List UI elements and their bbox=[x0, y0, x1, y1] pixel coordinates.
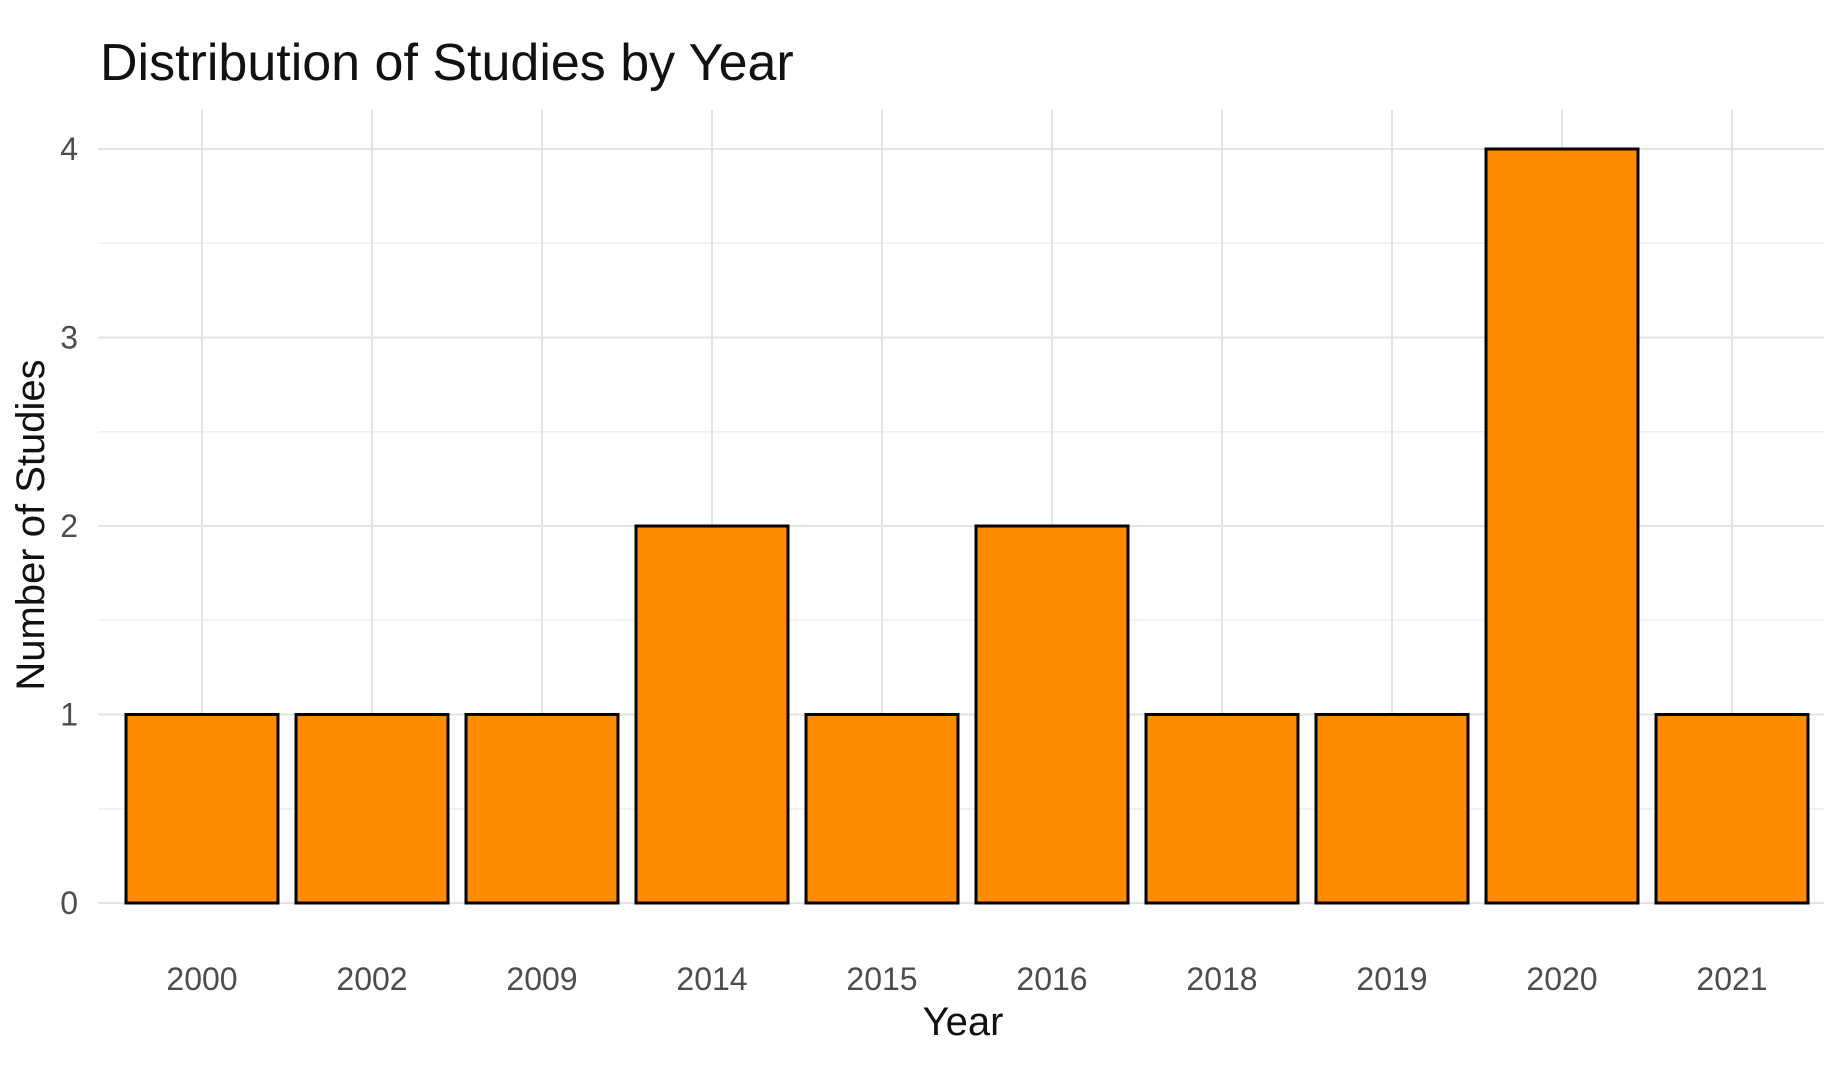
bar-2021 bbox=[1654, 713, 1810, 905]
bar-2000 bbox=[124, 713, 280, 905]
bar-2009 bbox=[464, 713, 620, 905]
x-tick-label: 2015 bbox=[846, 961, 917, 997]
bar-2020 bbox=[1484, 147, 1640, 905]
y-tick-label: 3 bbox=[60, 320, 78, 356]
x-tick-label: 2014 bbox=[676, 961, 747, 997]
x-tick-label: 2009 bbox=[506, 961, 577, 997]
bar-2014 bbox=[634, 524, 790, 905]
y-tick-label: 0 bbox=[60, 885, 78, 921]
chart-title: Distribution of Studies by Year bbox=[100, 34, 794, 92]
bar-2002 bbox=[294, 713, 450, 905]
y-axis-title: Number of Studies bbox=[9, 359, 53, 690]
y-tick-label: 4 bbox=[60, 131, 78, 167]
bar-2016 bbox=[974, 524, 1130, 905]
x-tick-label: 2018 bbox=[1186, 961, 1257, 997]
bars bbox=[124, 147, 1810, 905]
bar-2019 bbox=[1314, 713, 1470, 905]
x-axis-title: Year bbox=[923, 1000, 1004, 1044]
y-tick-label: 1 bbox=[60, 697, 78, 733]
y-tick-label: 2 bbox=[60, 508, 78, 544]
x-tick-label: 2000 bbox=[166, 961, 237, 997]
bar-2015 bbox=[804, 713, 960, 905]
x-tick-label: 2019 bbox=[1356, 961, 1427, 997]
x-tick-label: 2016 bbox=[1016, 961, 1087, 997]
x-tick-label: 2020 bbox=[1526, 961, 1597, 997]
x-axis-ticks: 2000 2002 2009 2014 2015 2016 2018 2019 2020 2021 bbox=[166, 961, 1767, 997]
bar-2018 bbox=[1144, 713, 1300, 905]
x-tick-label: 2021 bbox=[1696, 961, 1767, 997]
y-axis-ticks: 0 1 2 3 4 bbox=[60, 131, 78, 921]
x-tick-label: 2002 bbox=[336, 961, 407, 997]
